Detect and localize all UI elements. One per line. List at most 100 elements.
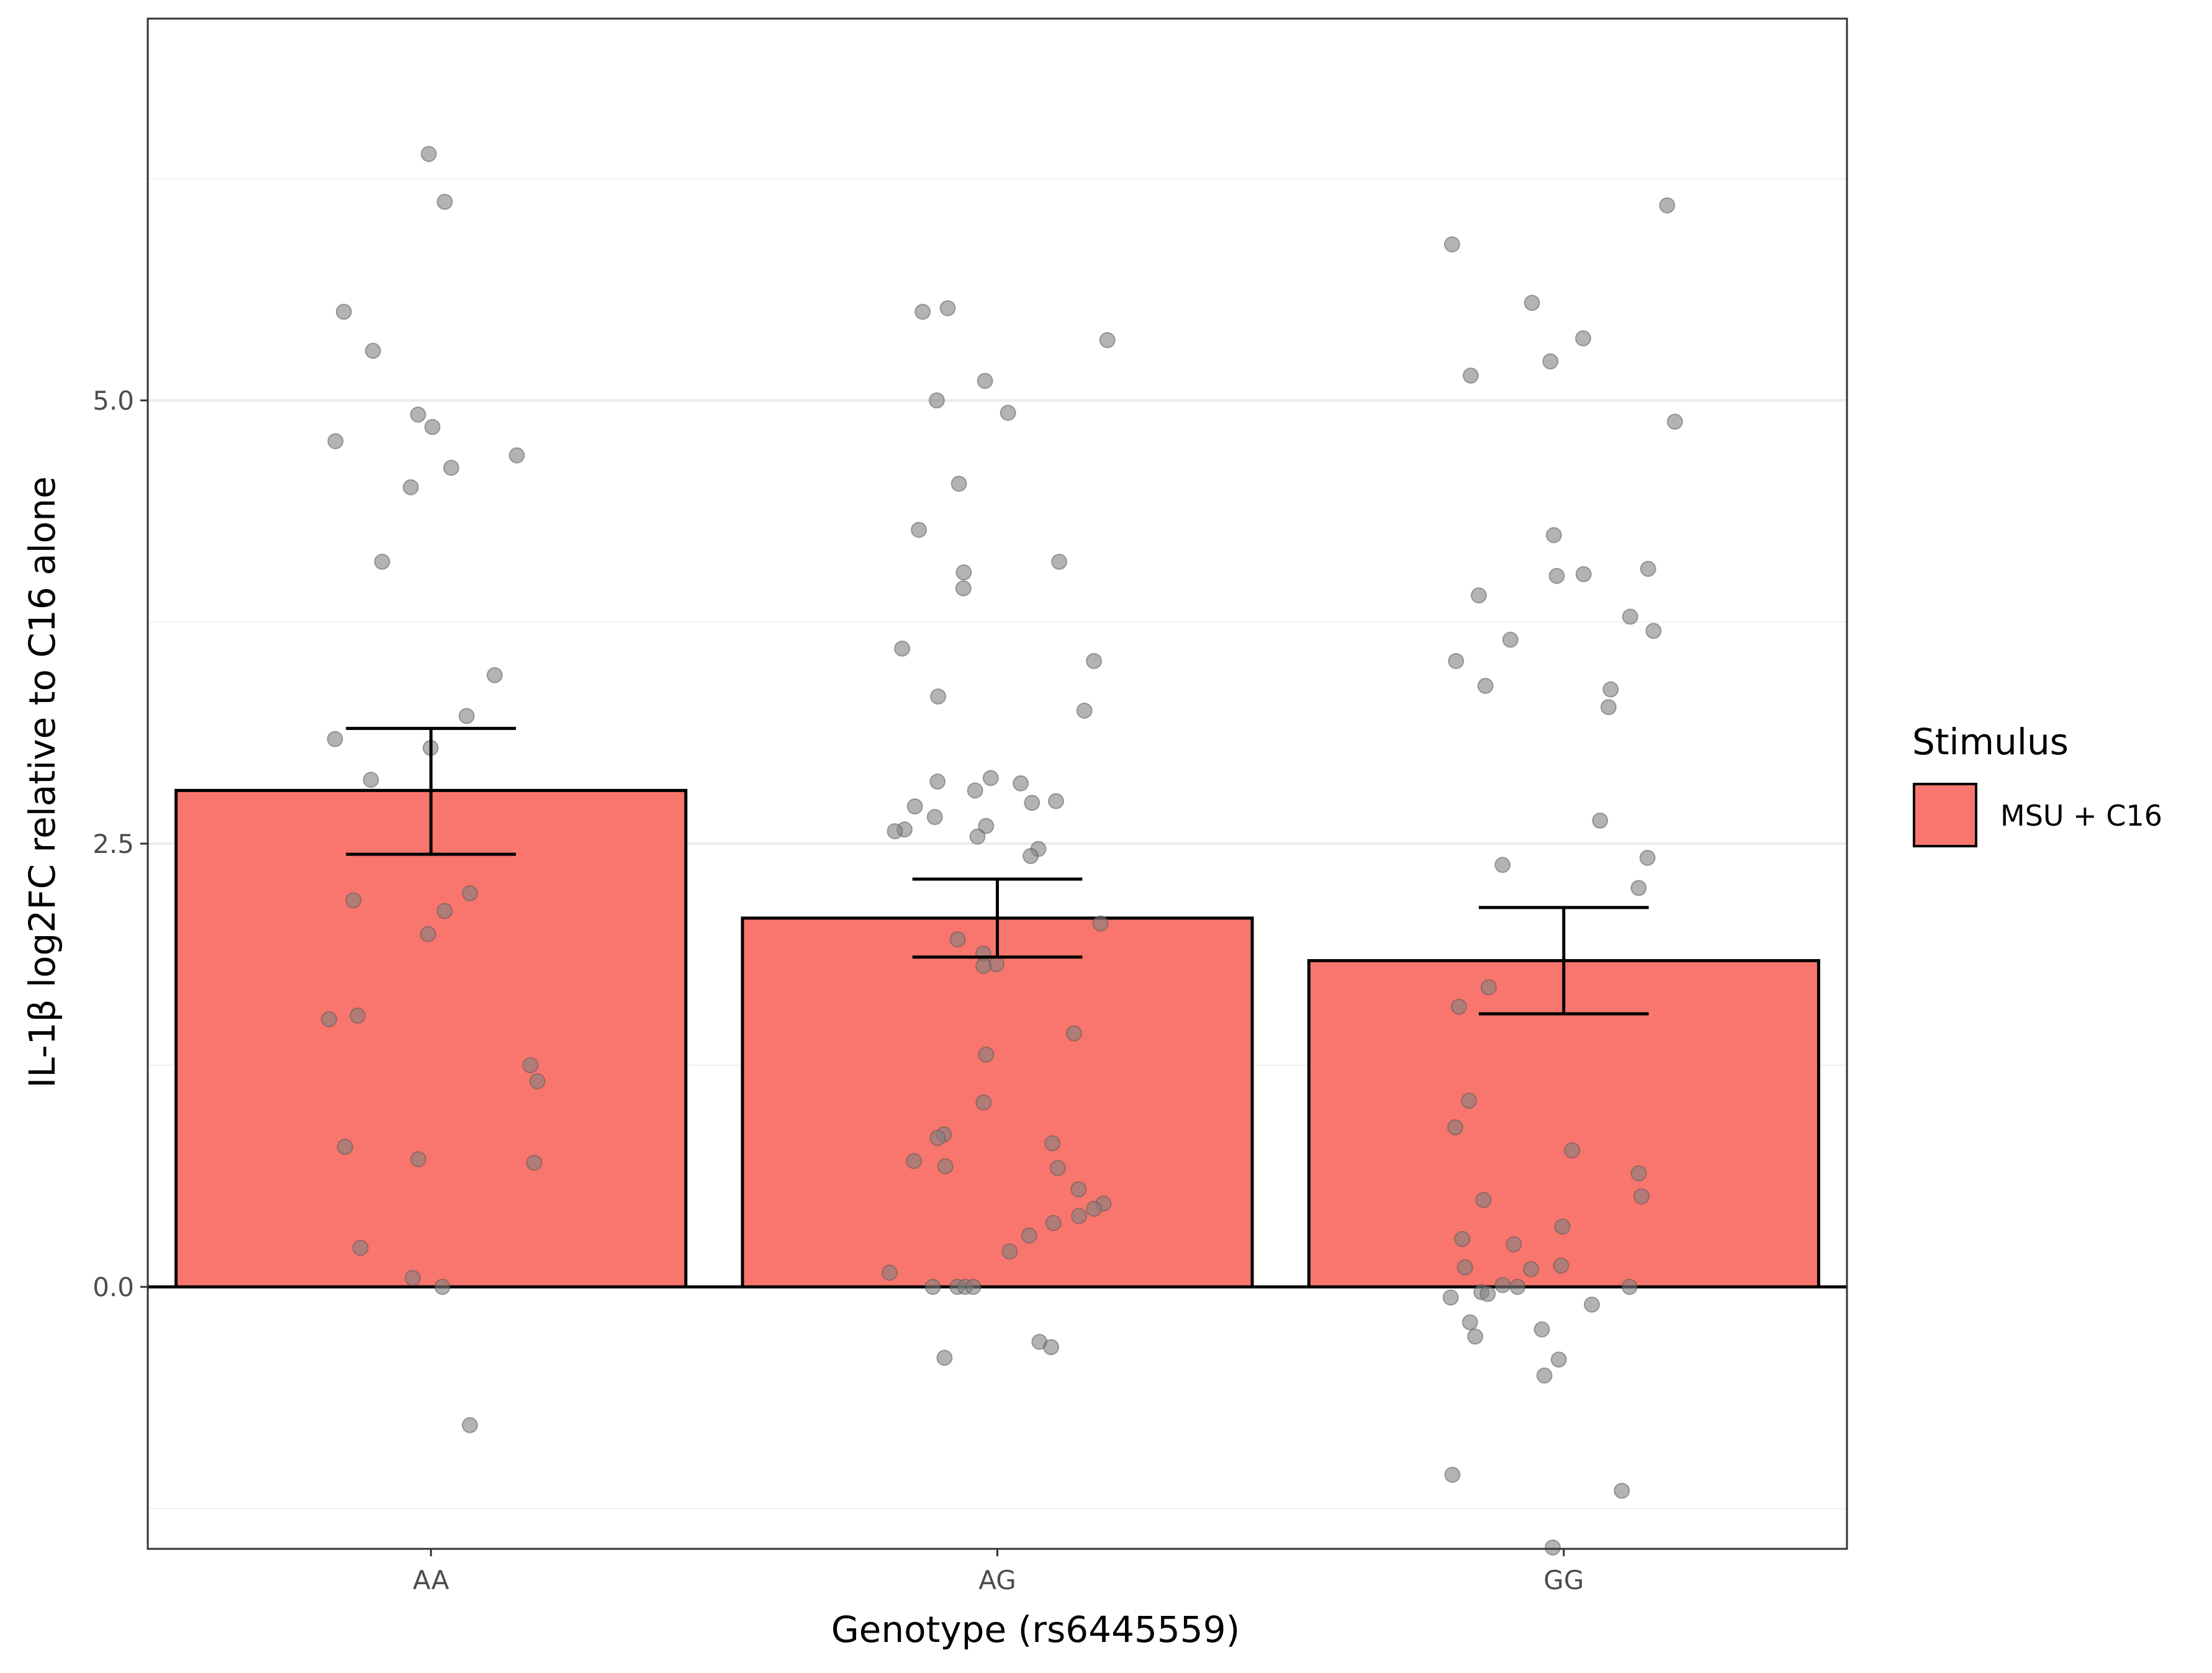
data-point bbox=[929, 1130, 946, 1147]
data-point bbox=[1554, 1218, 1571, 1235]
data-point bbox=[1043, 1339, 1060, 1356]
data-point bbox=[1523, 1261, 1540, 1278]
data-point bbox=[1444, 1466, 1461, 1483]
data-point bbox=[443, 459, 459, 476]
data-point bbox=[1467, 1328, 1484, 1345]
data-point bbox=[911, 521, 928, 538]
data-point bbox=[1045, 1215, 1062, 1232]
data-point bbox=[1550, 1351, 1567, 1368]
data-point bbox=[1442, 1289, 1459, 1306]
data-point bbox=[1044, 1135, 1061, 1152]
data-point bbox=[978, 1046, 995, 1063]
y-tick-label: 0.0 bbox=[93, 1272, 134, 1302]
data-point bbox=[1461, 1314, 1478, 1331]
data-point bbox=[1024, 795, 1041, 811]
data-point bbox=[1545, 1539, 1561, 1556]
data-point bbox=[320, 1011, 337, 1027]
data-point bbox=[1461, 1093, 1478, 1109]
data-point bbox=[929, 773, 946, 790]
data-point bbox=[1443, 236, 1460, 253]
data-point bbox=[1480, 979, 1497, 996]
data-point bbox=[950, 476, 967, 492]
data-point bbox=[1479, 1286, 1496, 1302]
data-point bbox=[906, 798, 923, 815]
data-point bbox=[939, 300, 956, 317]
data-point bbox=[978, 818, 995, 834]
data-point bbox=[458, 708, 475, 724]
data-point bbox=[1524, 294, 1540, 311]
data-point bbox=[937, 1158, 954, 1175]
data-point bbox=[1463, 368, 1479, 384]
data-point bbox=[1506, 1236, 1522, 1253]
data-point bbox=[894, 640, 911, 657]
bars bbox=[174, 788, 1820, 1289]
data-point bbox=[1451, 998, 1468, 1015]
data-point bbox=[936, 1350, 953, 1366]
data-point bbox=[363, 772, 379, 788]
data-point bbox=[930, 688, 947, 705]
data-point bbox=[949, 931, 966, 948]
data-point bbox=[1622, 608, 1638, 625]
data-point bbox=[1001, 1243, 1018, 1260]
data-point bbox=[906, 1153, 923, 1170]
data-point bbox=[1475, 1192, 1492, 1209]
data-point bbox=[526, 1155, 543, 1171]
data-point bbox=[1659, 197, 1676, 214]
data-point bbox=[1630, 1165, 1647, 1182]
data-point bbox=[1542, 353, 1559, 370]
legend-title: Stimulus bbox=[1912, 721, 2069, 763]
data-point bbox=[928, 392, 945, 408]
data-point bbox=[336, 1139, 353, 1155]
data-point bbox=[350, 1008, 366, 1024]
data-point bbox=[1049, 1160, 1066, 1176]
data-point bbox=[1086, 652, 1103, 669]
data-point bbox=[461, 1417, 478, 1433]
x-tick-label: GG bbox=[1543, 1565, 1584, 1595]
data-point bbox=[424, 418, 441, 435]
data-point bbox=[420, 926, 436, 942]
data-point bbox=[1509, 1279, 1526, 1295]
data-point bbox=[1645, 623, 1662, 639]
panel-border bbox=[147, 17, 1848, 1550]
data-point bbox=[1639, 849, 1656, 866]
data-point bbox=[1536, 1367, 1553, 1384]
data-point bbox=[1000, 404, 1016, 421]
data-point bbox=[352, 1240, 369, 1256]
y-tick-label: 5.0 bbox=[93, 386, 134, 416]
data-point bbox=[486, 667, 503, 683]
data-point bbox=[1021, 1227, 1037, 1244]
data-point bbox=[955, 564, 972, 581]
data-point bbox=[1614, 1482, 1630, 1499]
legend-label: MSU + C16 bbox=[2000, 799, 2162, 832]
data-point bbox=[508, 447, 525, 464]
x-axis-title: Genotype (rs6445559) bbox=[831, 1608, 1240, 1651]
data-point bbox=[410, 406, 427, 423]
y-axis: 0.0 2.5 5.0 bbox=[93, 386, 148, 1302]
data-point bbox=[1494, 1277, 1511, 1294]
legend: Stimulus MSU + C16 bbox=[1912, 721, 2162, 847]
data-point bbox=[434, 1279, 451, 1295]
data-point bbox=[374, 553, 390, 570]
data-point bbox=[436, 903, 453, 919]
data-point bbox=[1454, 1230, 1471, 1247]
data-point bbox=[1621, 1279, 1638, 1295]
data-point bbox=[402, 479, 419, 495]
data-point bbox=[1448, 652, 1465, 669]
data-point bbox=[969, 828, 986, 845]
data-point bbox=[529, 1073, 546, 1089]
data-point bbox=[461, 885, 478, 901]
data-point bbox=[1564, 1142, 1581, 1159]
x-tick-label: AG bbox=[978, 1565, 1016, 1595]
data-point bbox=[436, 194, 453, 210]
data-point bbox=[335, 304, 352, 320]
data-point bbox=[975, 958, 992, 975]
data-point bbox=[1070, 1181, 1087, 1197]
data-point bbox=[522, 1057, 539, 1073]
data-point bbox=[924, 1279, 941, 1295]
data-point bbox=[1600, 699, 1617, 716]
data-point bbox=[1092, 915, 1109, 932]
data-point bbox=[345, 892, 362, 909]
data-point bbox=[881, 1265, 898, 1281]
data-point bbox=[327, 433, 344, 449]
